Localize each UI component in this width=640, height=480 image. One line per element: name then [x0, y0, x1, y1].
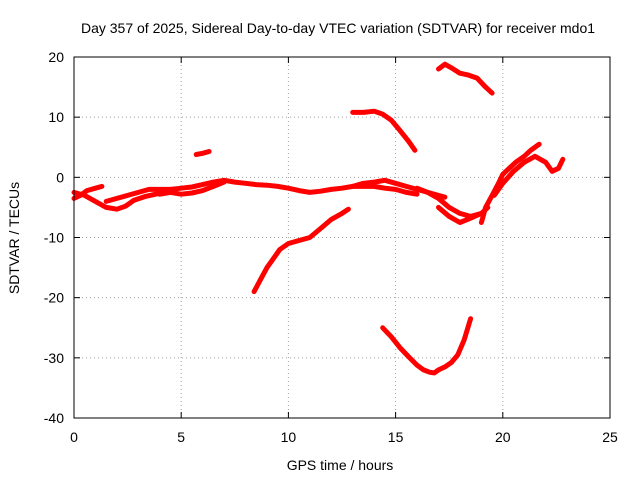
series-line-segment-13 [436, 61, 495, 96]
x-axis-label: GPS time / hours [287, 457, 394, 473]
series-line-segment-14 [380, 316, 474, 376]
y-tick-label: 0 [56, 169, 64, 185]
series-line-segment-1 [71, 183, 105, 201]
y-axis-label: SDTVAR / TECUs [6, 182, 22, 294]
series-line-segment-9 [491, 153, 566, 198]
grid-layer [74, 57, 610, 418]
x-tick-label: 20 [495, 429, 511, 445]
y-tick-label: -20 [44, 290, 64, 306]
series-line-segment-10 [193, 149, 212, 157]
y-tick-label: 20 [48, 49, 64, 65]
series-line-segment-4 [157, 179, 227, 197]
y-tick-label: 10 [48, 109, 64, 125]
series-line-segment-3 [103, 177, 420, 204]
x-tick-label: 0 [70, 429, 78, 445]
tick-layer: 0 5 10 15 20 25 -40 -30 -20 -10 0 10 20 [44, 49, 618, 445]
series-line-segment-8 [478, 141, 542, 225]
chart-title: Day 357 of 2025, Sidereal Day-to-day VTE… [81, 20, 595, 36]
series-line-segment-6 [414, 185, 491, 219]
x-tick-label: 15 [388, 429, 404, 445]
y-tick-label: -30 [44, 350, 64, 366]
series-layer [71, 61, 566, 376]
y-tick-label: -10 [44, 230, 64, 246]
x-tick-label: 5 [177, 429, 185, 445]
x-tick-label: 10 [281, 429, 297, 445]
series-line-segment-2 [71, 189, 169, 212]
x-tick-label: 25 [602, 429, 618, 445]
series-line-segment-11 [251, 206, 351, 295]
y-tick-label: -40 [44, 410, 64, 426]
series-line-segment-7 [436, 204, 484, 225]
series-line-segment-12 [350, 108, 418, 153]
